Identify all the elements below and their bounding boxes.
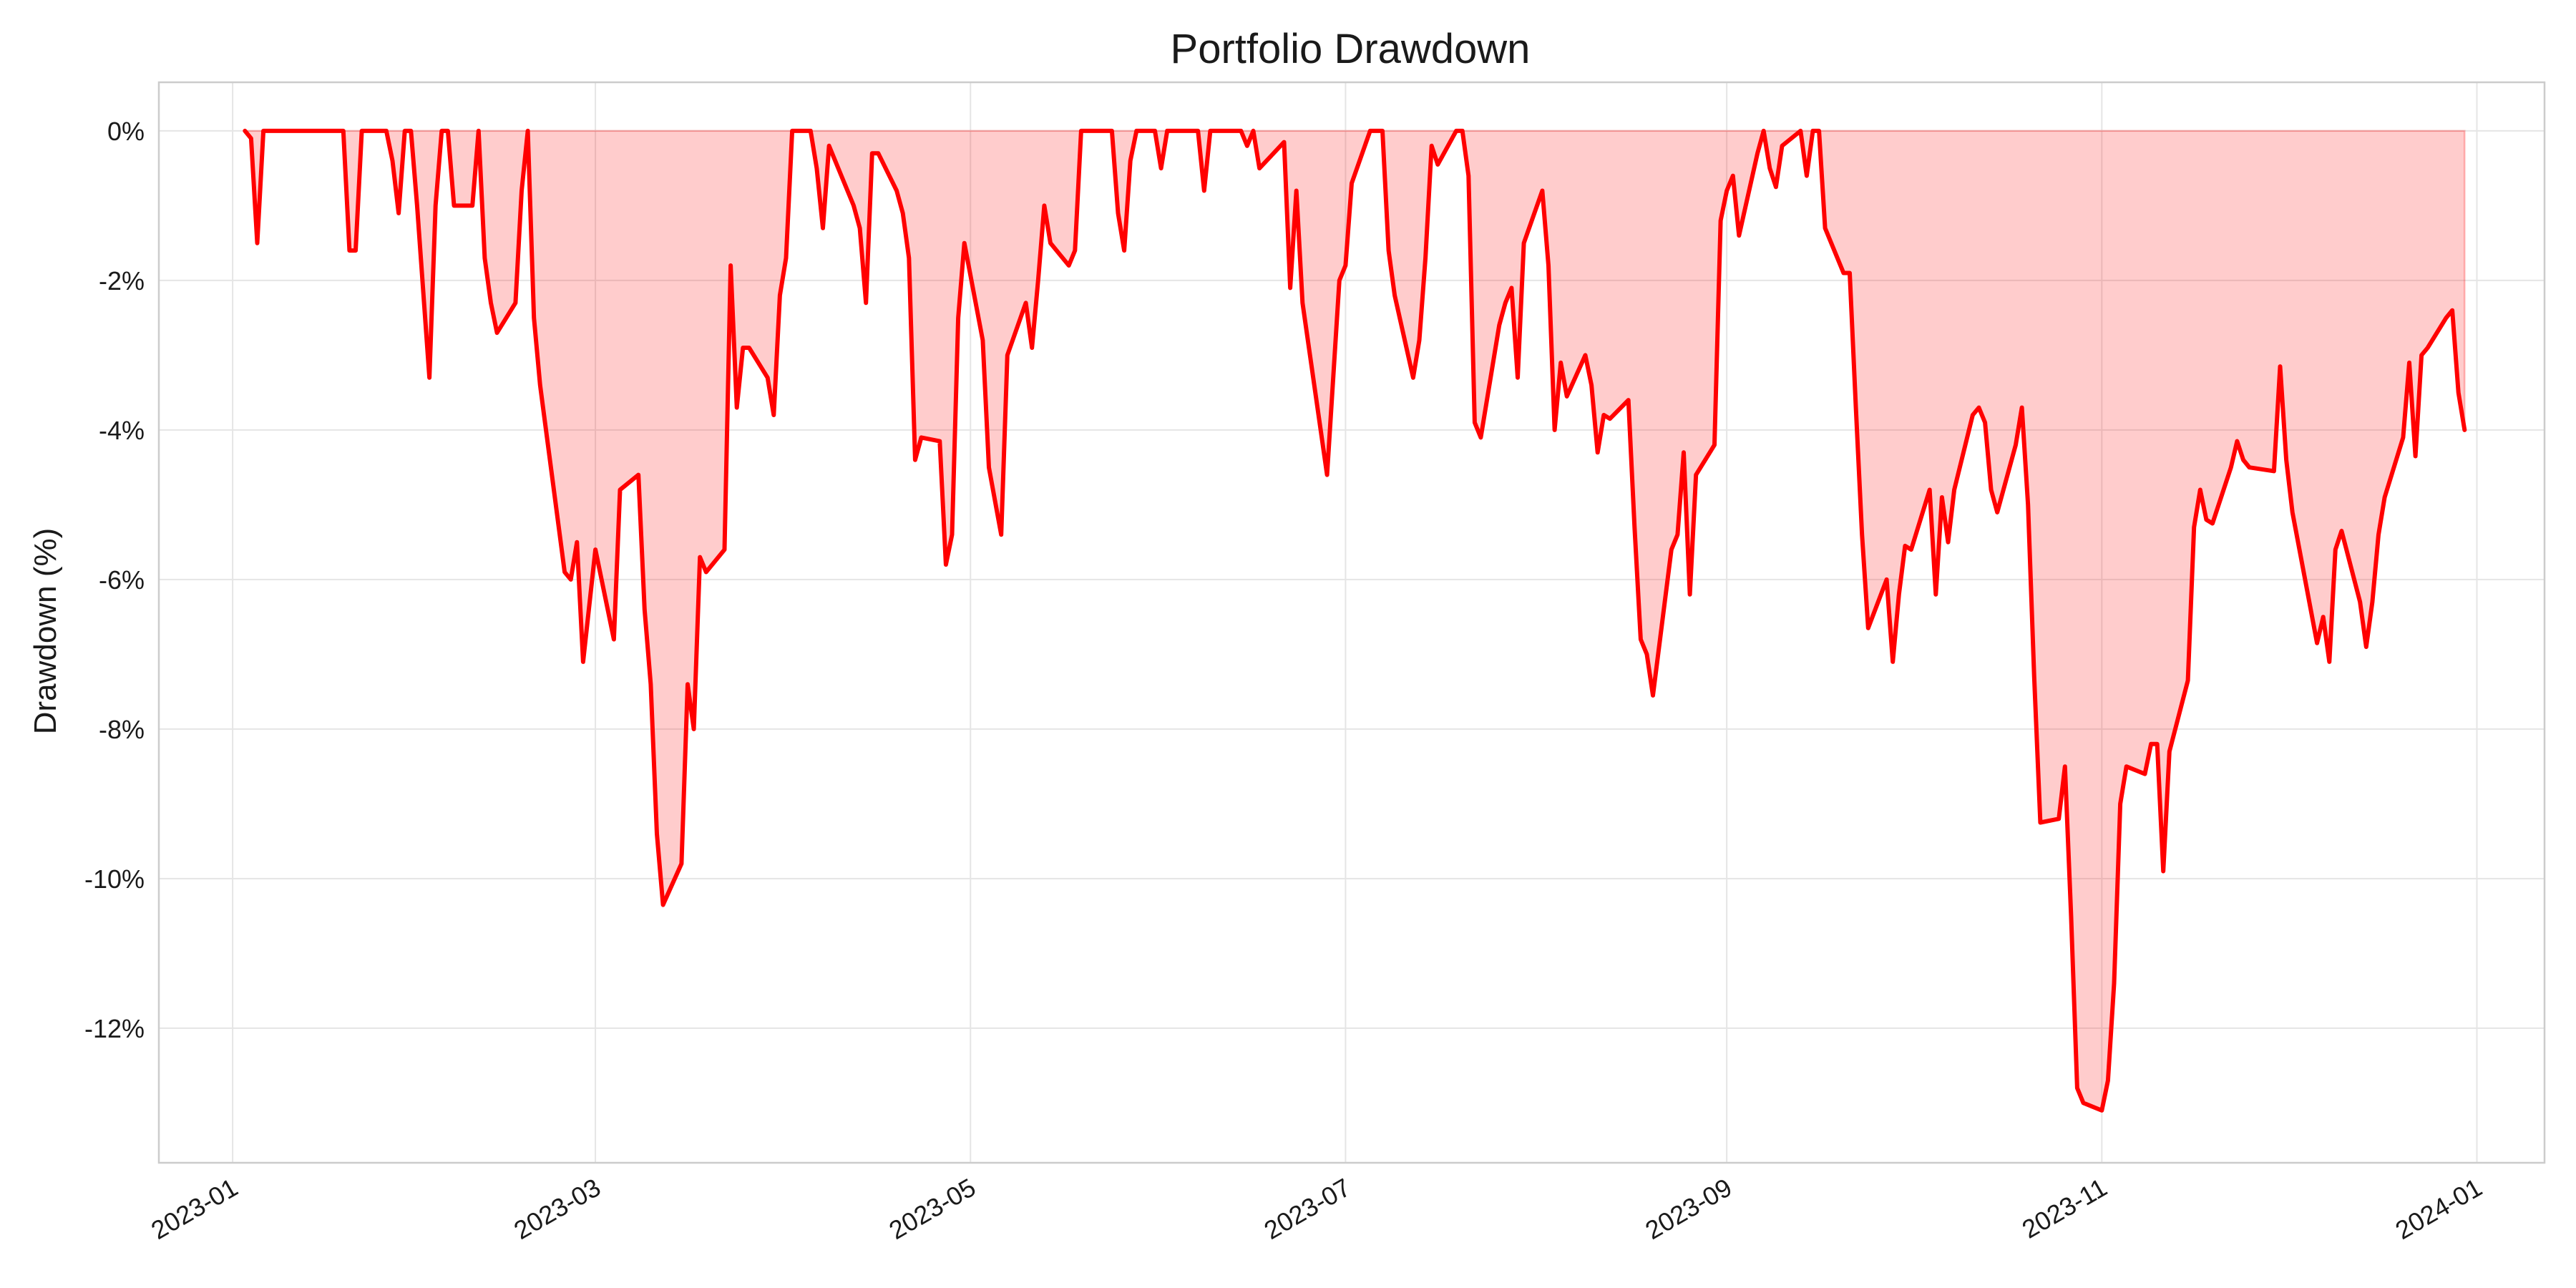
y-tick-label: 0%	[107, 117, 145, 146]
grid-lines	[159, 82, 2545, 1163]
y-tick-labels: 0% -2% -4% -6% -8% -10% -12%	[84, 117, 145, 1043]
y-tick-label: -6%	[99, 565, 145, 595]
drawdown-line	[243, 128, 2467, 1113]
y-tick-label: -12%	[84, 1014, 145, 1043]
y-tick-label: -10%	[84, 864, 145, 894]
drawdown-line-layer	[243, 128, 2467, 1113]
chart-title: Portfolio Drawdown	[1171, 26, 1531, 72]
y-tick-label: -4%	[99, 416, 145, 445]
y-tick-label: -8%	[99, 715, 145, 744]
plot-frame	[157, 81, 2546, 1164]
y-tick-label: -2%	[99, 266, 145, 296]
y-axis-label: Drawdown (%)	[28, 528, 63, 735]
